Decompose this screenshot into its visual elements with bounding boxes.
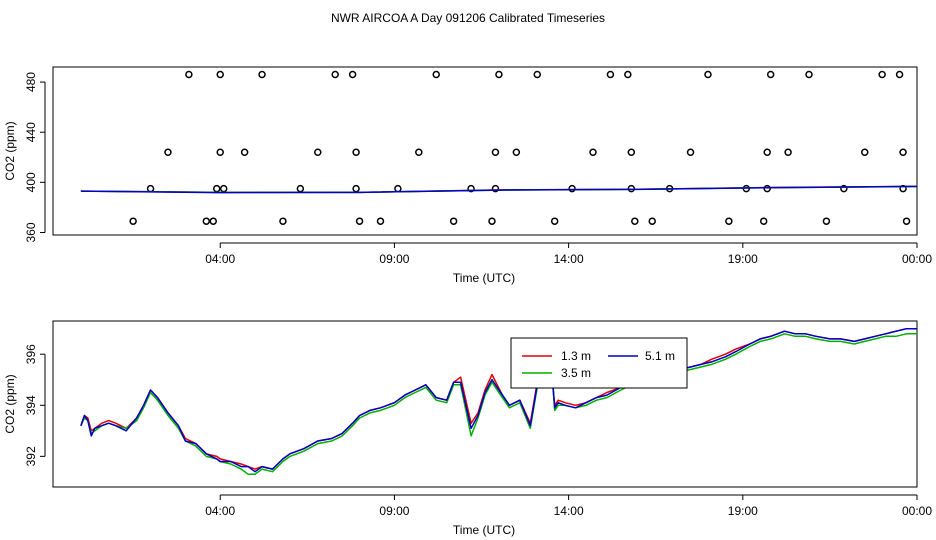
scatter-point: [185, 70, 193, 79]
top-x-axis-label: Time (UTC): [453, 271, 515, 285]
scatter-point: [606, 70, 615, 79]
legend: 1.3 m 5.1 m 3.5 m: [510, 337, 688, 389]
top-x-tick-label: 09:00: [379, 252, 409, 266]
scatter-point: [449, 217, 458, 225]
legend-label-1-3m: 1.3 m: [561, 349, 591, 363]
scatter-point: [840, 184, 848, 193]
bottom-panel: 04:00 09:00 14:00 19:00 00:00 392 394 396 Time …: [3, 320, 932, 537]
top-panel: 04:00 09:00 14:00 19:00 00:00 360 400 440 480 Ti…: [3, 66, 932, 285]
bottom-x-tick-label: 00:00: [902, 504, 932, 518]
chart-title: NWR AIRCOA A Day 091206 Calibrated Times…: [331, 11, 605, 25]
scatter-point: [624, 70, 632, 79]
scatter-point: [212, 184, 221, 193]
scatter-point: [488, 217, 496, 225]
scatter-point: [348, 70, 357, 79]
scatter-point: [822, 217, 831, 225]
scatter-point: [467, 184, 475, 193]
scatter-point: [763, 148, 771, 157]
scatter-point: [512, 148, 521, 157]
scatter-point: [878, 70, 886, 79]
scatter-point: [648, 217, 656, 225]
scatter-point: [533, 70, 542, 79]
scatter-point: [895, 70, 904, 79]
bottom-y-tick-label: 394: [24, 395, 38, 415]
scatter-point: [415, 148, 423, 157]
scatter-point: [899, 148, 907, 157]
scatter-point: [394, 184, 402, 193]
scatter-point: [296, 184, 305, 193]
scatter-point: [759, 217, 768, 225]
scatter-point: [432, 70, 440, 79]
scatter-point: [763, 184, 771, 193]
bottom-series-line: [80, 327, 917, 473]
scatter-point: [784, 148, 792, 157]
scatter-point: [495, 70, 503, 79]
scatter-point: [258, 70, 266, 79]
scatter-point: [491, 184, 500, 193]
top-x-tick-label: 04:00: [205, 252, 235, 266]
scatter-point: [352, 184, 360, 193]
top-series-line: [80, 185, 918, 194]
legend-box: [510, 337, 688, 389]
scatter-point: [376, 217, 385, 225]
scatter-point: [216, 70, 224, 79]
scatter-point: [725, 217, 733, 225]
scatter-point: [164, 148, 172, 157]
bottom-series-lines: [80, 327, 917, 475]
bottom-axes: 04:00 09:00 14:00 19:00 00:00 392 394 396: [24, 344, 932, 518]
bottom-x-tick-label: 19:00: [728, 504, 758, 518]
bottom-plot-frame: [52, 320, 918, 488]
bottom-x-tick-label: 04:00: [205, 504, 235, 518]
bottom-x-axis-label: Time (UTC): [453, 523, 515, 537]
scatter-point: [129, 217, 137, 225]
scatter-point: [146, 184, 155, 193]
top-y-tick-label: 440: [24, 122, 38, 142]
top-series-lines: [80, 185, 918, 194]
bottom-y-tick-label: 392: [24, 446, 38, 466]
scatter-point: [627, 148, 636, 157]
scatter-point: [902, 217, 911, 225]
scatter-point: [686, 148, 695, 157]
scatter-point: [240, 148, 249, 157]
bottom-x-tick-label: 09:00: [379, 504, 409, 518]
top-y-tick-label: 360: [24, 222, 38, 242]
scatter-point: [568, 184, 576, 193]
top-y-tick-label: 400: [24, 172, 38, 192]
scatter-point: [202, 217, 211, 225]
scatter-point: [805, 70, 813, 79]
scatter-point: [589, 148, 597, 157]
scatter-point: [355, 217, 364, 225]
top-y-tick-label: 480: [24, 72, 38, 92]
scatter-point: [766, 70, 775, 79]
bottom-y-axis-label: CO2 (ppm): [3, 374, 17, 433]
top-x-tick-label: 14:00: [554, 252, 584, 266]
scatter-point: [219, 184, 228, 193]
scatter-point: [631, 217, 639, 225]
top-x-tick-label: 00:00: [902, 252, 932, 266]
scatter-point: [279, 217, 287, 225]
bottom-y-tick-label: 396: [24, 344, 38, 364]
scatter-point: [216, 148, 224, 157]
bottom-series-line: [80, 327, 917, 470]
scatter-point: [550, 217, 559, 225]
scatter-point: [860, 148, 869, 157]
scatter-point: [899, 184, 907, 193]
top-scatter-points: [129, 70, 911, 225]
top-axes: 04:00 09:00 14:00 19:00 00:00 360 400 440 480: [24, 72, 932, 266]
scatter-point: [491, 148, 500, 157]
scatter-point: [352, 148, 360, 157]
scatter-point: [704, 70, 712, 79]
top-y-axis-label: CO2 (ppm): [3, 121, 17, 180]
scatter-point: [331, 70, 339, 79]
scatter-point: [209, 217, 218, 225]
bottom-x-tick-label: 14:00: [554, 504, 584, 518]
top-x-tick-label: 19:00: [728, 252, 758, 266]
legend-label-5-1m: 5.1 m: [645, 349, 675, 363]
legend-label-3-5m: 3.5 m: [561, 366, 591, 380]
top-plot-frame: [52, 66, 918, 236]
scatter-point: [314, 148, 322, 157]
